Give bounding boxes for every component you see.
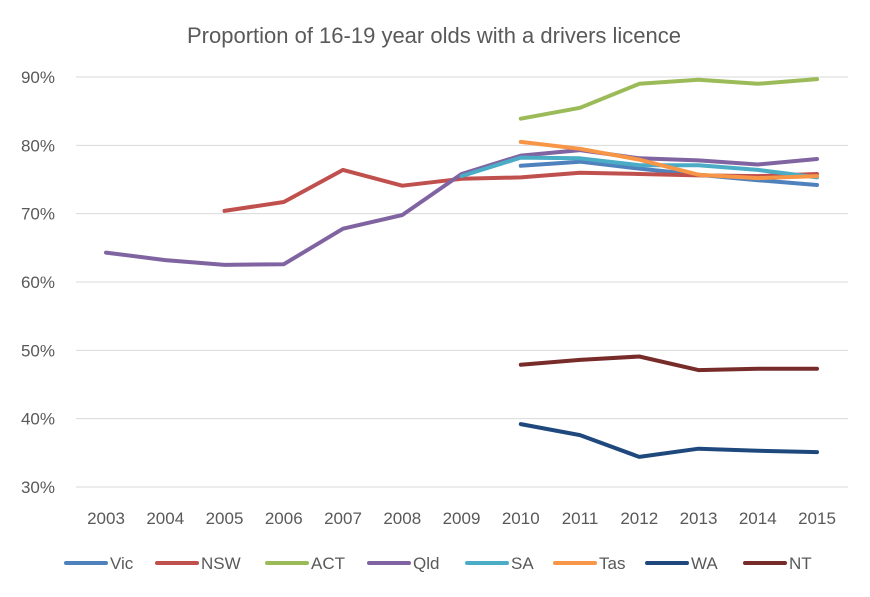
gridlines	[76, 76, 848, 488]
legend-item-wa: WA	[645, 554, 718, 573]
x-tick-label: 2007	[324, 509, 362, 528]
x-tick-label: 2010	[502, 509, 540, 528]
legend-item-qld: Qld	[367, 554, 439, 573]
x-axis-ticks: 2003 2004 2005 2006 2007 2008 2009 2010 2011 2012…	[87, 509, 836, 528]
y-tick-label: 70%	[21, 205, 55, 224]
x-tick-label: 2003	[87, 509, 125, 528]
legend-item-nsw: NSW	[155, 554, 241, 573]
legend-label: Qld	[413, 554, 439, 573]
chart-title: Proportion of 16-19 year olds with a dri…	[187, 23, 681, 48]
legend-item-sa: SA	[465, 554, 534, 573]
legend-label: ACT	[311, 554, 345, 573]
legend-label: NSW	[201, 554, 241, 573]
y-axis-ticks: 90% 80% 70% 60% 50% 40% 30%	[21, 68, 55, 497]
series-line-nt	[518, 354, 819, 373]
x-tick-label: 2014	[739, 509, 777, 528]
y-tick-label: 90%	[21, 68, 55, 87]
legend-item-tas: Tas	[553, 554, 625, 573]
x-tick-label: 2011	[562, 509, 599, 528]
series-line-tas	[518, 139, 819, 181]
legend-item-vic: Vic	[64, 554, 134, 573]
x-tick-label: 2005	[206, 509, 244, 528]
x-tick-label: 2006	[265, 509, 303, 528]
legend-item-act: ACT	[265, 554, 345, 573]
y-tick-label: 80%	[21, 136, 55, 155]
legend-label: NT	[789, 554, 812, 573]
series-line-qld	[104, 148, 819, 267]
legend-label: SA	[511, 554, 534, 573]
y-tick-label: 60%	[21, 273, 55, 292]
legend-label: WA	[691, 554, 718, 573]
legend: Vic NSW ACT Qld SA Tas WA NT	[64, 554, 812, 573]
x-tick-label: 2009	[443, 509, 481, 528]
legend-label: Vic	[110, 554, 134, 573]
series-lines	[104, 77, 819, 459]
x-tick-label: 2013	[680, 509, 718, 528]
legend-item-nt: NT	[743, 554, 812, 573]
y-tick-label: 30%	[21, 478, 55, 497]
x-tick-label: 2008	[383, 509, 421, 528]
series-line-vic	[518, 159, 819, 187]
x-tick-label: 2015	[798, 509, 836, 528]
series-line-sa	[459, 155, 819, 180]
y-tick-label: 40%	[21, 410, 55, 429]
series-line-act	[518, 77, 819, 121]
x-tick-label: 2004	[146, 509, 184, 528]
series-line-wa	[518, 422, 819, 459]
legend-label: Tas	[599, 554, 625, 573]
x-tick-label: 2012	[620, 509, 658, 528]
y-tick-label: 50%	[21, 341, 55, 360]
